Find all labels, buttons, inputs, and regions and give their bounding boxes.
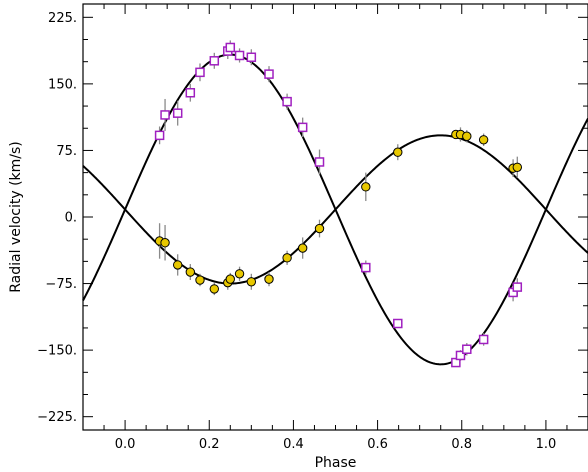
data-point-circle <box>361 182 371 192</box>
data-point-circle <box>195 275 205 285</box>
data-point-square <box>512 282 523 292</box>
model-curve-2 <box>82 134 588 285</box>
x-tick-label: 0.0 <box>115 437 136 452</box>
y-tick-label: 75. <box>56 144 77 159</box>
data-point-circle <box>160 238 170 248</box>
data-point-circle <box>462 131 472 141</box>
data-point-square <box>225 42 236 53</box>
data-point-square <box>154 130 165 141</box>
data-point-circle <box>282 253 292 263</box>
data-point-square <box>234 50 245 61</box>
x-tick-label: 0.4 <box>283 437 304 452</box>
data-point-square <box>160 110 170 120</box>
data-point-square <box>478 334 489 345</box>
data-point-square <box>264 69 274 79</box>
data-point-circle <box>234 269 245 279</box>
y-tick-label: 225. <box>48 11 77 26</box>
x-tick-label: 0.8 <box>451 437 472 452</box>
data-point-square <box>297 122 308 133</box>
data-point-circle <box>185 267 196 277</box>
data-point-square <box>455 350 466 361</box>
y-tick-label: 0. <box>65 211 77 226</box>
data-point-square <box>393 318 403 329</box>
data-point-square <box>462 344 472 354</box>
data-point-square <box>172 108 183 118</box>
data-point-circle <box>209 284 220 294</box>
data-point-square <box>185 88 196 98</box>
data-point-square <box>282 96 292 107</box>
data-point-square <box>314 157 325 167</box>
data-point-circle <box>225 274 235 284</box>
data-point-circle <box>297 243 308 253</box>
data-points <box>154 42 523 368</box>
data-point-square <box>361 262 371 273</box>
data-point-square <box>246 52 257 62</box>
axis-ticks: 0.0 0.2 0.4 0.6 0.8 1.0 225. 150. 75. 0. −75. −150.… <box>37 4 588 452</box>
data-point-square <box>195 67 205 78</box>
x-axis-title: Phase <box>315 455 357 471</box>
data-point-circle <box>314 223 325 234</box>
data-point-circle <box>393 147 403 157</box>
y-axis-title: Radial velocity (km/s) <box>8 141 24 293</box>
data-point-circle <box>264 274 274 284</box>
y-tick-label: −150. <box>37 344 77 359</box>
data-point-circle <box>246 277 257 287</box>
data-point-circle <box>478 135 489 145</box>
data-point-circle <box>172 260 183 270</box>
data-point-circle <box>512 162 522 173</box>
y-tick-label: 150. <box>48 77 77 92</box>
x-tick-label: 0.6 <box>367 437 388 452</box>
y-tick-label: −75. <box>45 277 77 292</box>
x-tick-label: 0.2 <box>199 437 220 452</box>
y-tick-label: −225. <box>37 410 77 425</box>
data-point-square <box>209 56 220 66</box>
x-tick-label: 1.0 <box>536 437 557 452</box>
